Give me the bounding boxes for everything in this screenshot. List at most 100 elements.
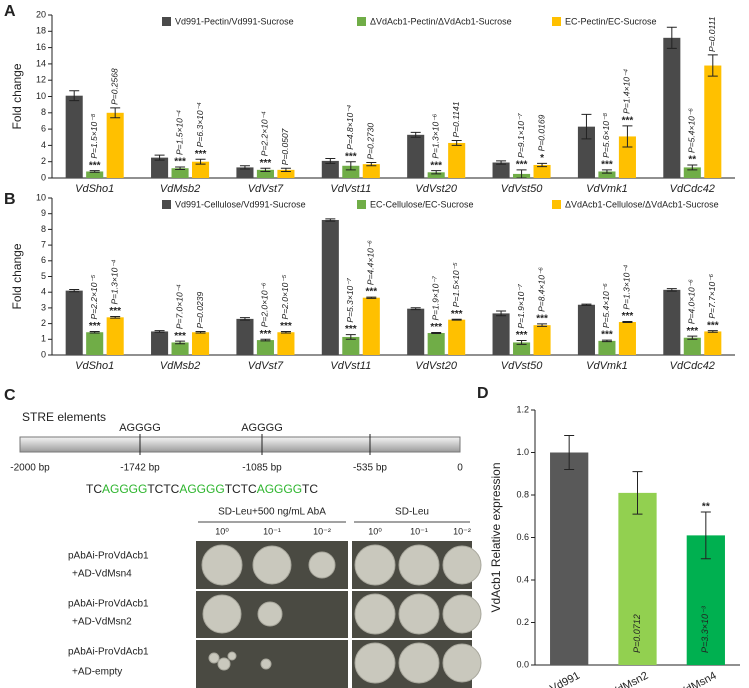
y-tick-label: 6 [41,123,46,133]
significance: *** [622,311,634,322]
error-bar [175,340,186,345]
error-bar [601,339,612,343]
spot [398,642,440,684]
row-label: +AD-VdMsn2 [72,617,132,628]
p-value: P=0.0111 [707,16,717,52]
bar [236,318,254,355]
y-tick-label: 12 [36,75,46,85]
bar [427,172,445,178]
p-value: P=8.4×10⁻⁶ [536,267,546,312]
p-value: P=1.3×10⁻⁶ [430,113,440,158]
error-bar [410,131,421,138]
error-bar [581,303,592,306]
bar [533,325,551,355]
p-value: P=7.7×10⁻⁶ [707,273,717,318]
p-value: P=1.3×10⁻⁴ [622,264,632,309]
significance: ** [688,155,696,166]
x-tick-label: VdCdc42 [670,360,715,372]
y-tick-label: 9 [41,208,46,218]
error-bar [260,338,271,342]
bar [236,167,254,178]
y-tick-label: 0.8 [516,489,529,499]
bar [683,337,701,355]
error-bar [632,471,643,515]
position-label: -535 bp [353,463,387,474]
row-label: pAbAi-ProVdAcb1 [68,647,149,658]
legend-swatch [552,17,561,26]
p-value: P=5.4×10⁻⁶ [687,108,697,153]
y-tick-label: 20 [36,9,46,19]
colonies [201,544,482,684]
significance: *** [686,326,698,337]
bar [192,332,210,355]
bar [577,126,595,178]
sequence-part: TC [86,482,102,496]
row-label: pAbAi-ProVdAcb1 [68,599,149,610]
error-bar [666,26,677,49]
bar [492,313,510,355]
x-tick-label: VdSho1 [75,360,114,372]
panel-label: B [4,191,16,208]
bar [151,157,169,178]
significance: *** [260,329,272,340]
p-value: P=0.0239 [195,292,205,329]
bar [321,160,339,178]
error-bar [700,511,711,560]
significance: *** [516,330,528,341]
error-bar [601,169,612,174]
significance: *** [536,314,548,325]
error-bar [195,330,206,334]
bar [513,342,531,355]
bar [192,161,210,178]
x-tick-label: Vd991 [548,670,582,688]
error-bar [280,330,291,334]
p-value: P=2.2×10⁻⁵ [89,274,99,319]
significance: *** [280,321,292,332]
y-tick-label: 10 [36,91,46,101]
x-tick-label: ΔVdMsn4 [671,670,719,688]
legend-swatch [162,17,171,26]
panel-c: C STRE elements AGGGG AGGGG -2000 bp -17… [4,387,482,688]
error-bar [431,332,442,334]
y-tick-label: 1.2 [516,404,529,414]
error-bar [431,170,442,175]
motif-label: AGGGG [119,422,161,434]
motif-label: AGGGG [241,422,283,434]
legend-label: EC-Pectin/EC-Sucrose [565,16,657,26]
legend-label: Vd991-Pectin/Vd991-Sucrose [175,16,294,26]
sequence-part: AGGGG [102,482,147,496]
p-value: P=3.3×10⁻³ [700,605,710,653]
legend-label: Vd991-Cellulose/Vd991-Sucrose [175,199,306,209]
error-bar [496,310,507,317]
error-bar [451,318,462,321]
p-value: P=4.8×10⁻⁴ [345,104,355,149]
row-label: pAbAi-ProVdAcb1 [68,551,149,562]
x-tick-label: VdCdc42 [670,183,715,195]
p-value: P=5.4×10⁻⁶ [601,283,611,328]
bar [704,331,722,355]
spot [398,544,440,586]
bar [342,165,360,178]
error-bar [110,316,121,319]
x-tick-label: VdVst20 [415,360,457,372]
p-value: P=0.0507 [280,128,290,165]
y-tick-label: 2 [41,156,46,166]
bar [663,37,681,178]
x-tick-label: VdVst11 [330,360,371,372]
legend-swatch [357,200,366,209]
x-tick-label: VdVst50 [501,183,543,195]
x-tick-label: ΔVdMsn2 [603,670,651,688]
error-bar [516,169,527,179]
spot [442,643,482,683]
spot [398,593,440,635]
y-tick-label: 8 [41,224,46,234]
spot [227,651,237,661]
x-tick-label: VdVmk1 [586,360,628,372]
sequence: TCAGGGGTCTCAGGGGTCTCAGGGGTC [86,482,318,496]
legend-label: EC-Cellulose/EC-Sucrose [370,199,474,209]
spot [354,544,396,586]
error-bar [687,164,698,171]
error-bar [707,330,718,333]
spot [217,657,231,671]
sequence-part: TCTC [225,482,257,496]
